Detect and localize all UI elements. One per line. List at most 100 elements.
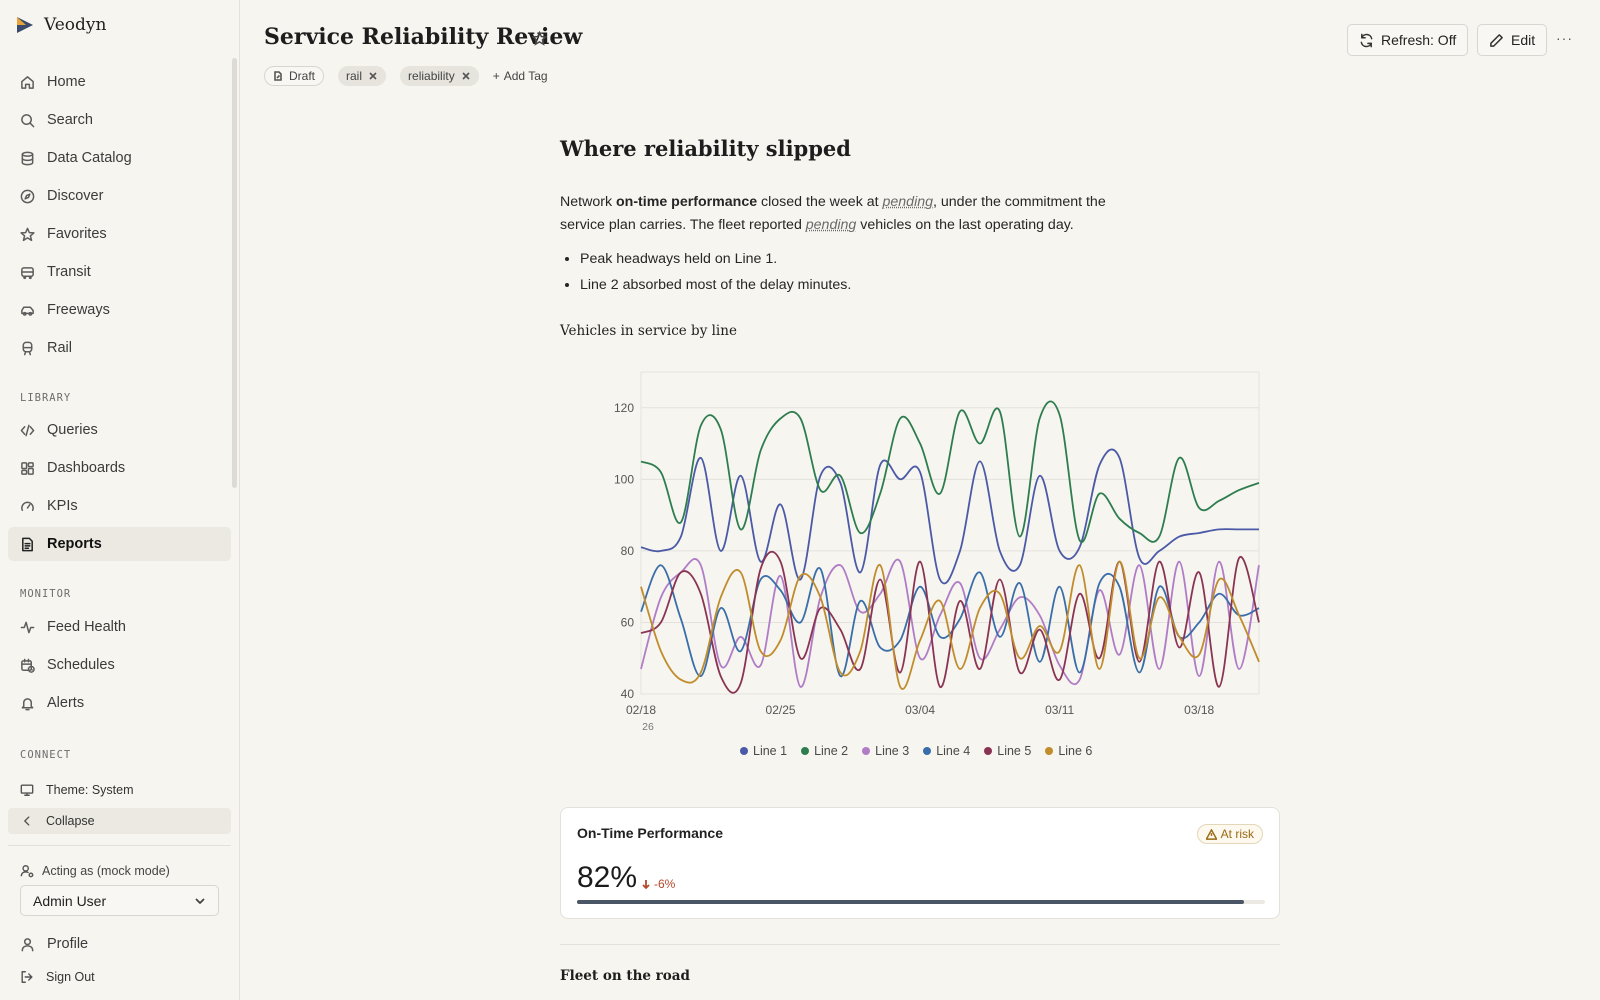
legend-item[interactable]: Line 5 — [984, 744, 1031, 758]
legend-item[interactable]: Line 6 — [1045, 744, 1092, 758]
sidebar-item-discover[interactable]: Discover — [8, 179, 231, 213]
legend-dot — [862, 747, 871, 755]
legend-dot — [801, 747, 810, 755]
sidebar-item-label: Favorites — [47, 226, 107, 242]
sidebar-item-dashboards[interactable]: Dashboards — [8, 451, 231, 485]
favorite-button[interactable] — [531, 30, 548, 46]
file-edit-icon — [274, 71, 282, 81]
train-icon — [22, 341, 33, 355]
kpi-title: On-Time Performance — [577, 825, 724, 841]
close-icon[interactable] — [461, 71, 471, 81]
legend-dot — [740, 747, 748, 755]
chart-legend: Line 1 Line 2 Line 3 Line 4 Line 5 Line 6 — [740, 744, 1092, 758]
chart-series — [640, 400, 1260, 694]
edit-button[interactable]: Edit — [1477, 24, 1548, 56]
tag-rail[interactable]: rail — [338, 66, 387, 86]
sidebar-item-profile[interactable]: Profile — [8, 927, 231, 961]
add-tag-button[interactable]: + Add Tag — [493, 69, 548, 83]
section-label-library: LIBRARY — [20, 392, 72, 404]
collapse-button[interactable]: Collapse — [8, 808, 231, 834]
y-tick-label: 80 — [621, 544, 635, 558]
grid-icon — [21, 461, 34, 475]
tag-reliability[interactable]: reliability — [400, 66, 479, 86]
kpi-progress-fill — [577, 900, 1245, 904]
sidebar-item-data-catalog[interactable]: Data Catalog — [8, 141, 231, 175]
legend-label: Line 3 — [875, 744, 910, 758]
sidebar-item-label: Search — [47, 112, 93, 128]
bullet-list: Peak headways held on Line 1. Line 2 abs… — [580, 250, 851, 302]
brand-name: Veodyn — [44, 15, 107, 35]
bell-icon — [21, 697, 34, 710]
sidebar-item-schedules[interactable]: Schedules — [8, 648, 231, 682]
close-icon[interactable] — [368, 71, 378, 81]
sidebar-item-label: Freeways — [47, 302, 110, 318]
sidebar-item-freeways[interactable]: Freeways — [8, 293, 231, 327]
gauge-icon — [21, 501, 34, 511]
sidebar-item-rail[interactable]: Rail — [8, 331, 231, 365]
brand[interactable]: Veodyn — [14, 14, 106, 36]
legend-dot — [984, 747, 993, 755]
sidebar-item-label: Dashboards — [47, 460, 126, 476]
sidebar-item-feed-health[interactable]: Feed Health — [8, 610, 231, 644]
legend-item[interactable]: Line 2 — [801, 744, 848, 758]
legend-label: Line 2 — [814, 744, 849, 758]
kpi-value: 82% — [577, 861, 638, 894]
legend-label: Line 4 — [936, 744, 971, 758]
status-badge-draft[interactable]: Draft — [264, 66, 325, 86]
status-badge-at-risk: At risk — [1196, 824, 1263, 844]
draft-label: Draft — [289, 69, 316, 83]
legend-label: Line 5 — [997, 744, 1032, 758]
sidebar-item-kpis[interactable]: KPIs — [8, 489, 231, 523]
sidebar-item-home[interactable]: Home — [8, 65, 231, 99]
user-select[interactable]: Admin User — [20, 885, 219, 916]
legend-item[interactable]: Line 3 — [862, 744, 909, 758]
para-text: , under the commitment the service plan … — [560, 194, 1106, 233]
sidebar-item-label: Rail — [47, 340, 72, 356]
refresh-button[interactable]: Refresh: Off — [1347, 24, 1469, 56]
log-out-icon — [21, 971, 33, 983]
sidebar-item-search[interactable]: Search — [8, 103, 231, 137]
car-icon — [21, 305, 34, 316]
chart-y-ticks: 40 60 80 100 120 — [614, 401, 634, 701]
sidebar-scrollbar[interactable] — [232, 58, 237, 488]
document-icon — [22, 537, 33, 551]
activity-icon — [20, 621, 35, 633]
sidebar-item-queries[interactable]: Queries — [8, 413, 231, 447]
kpi-card[interactable]: On-Time Performance At risk 82% -6% — [560, 807, 1280, 919]
pencil-icon — [1490, 33, 1503, 47]
section-label-monitor: MONITOR — [20, 588, 72, 600]
sidebar-item-alerts[interactable]: Alerts — [8, 686, 231, 720]
list-item: Peak headways held on Line 1. — [580, 250, 851, 269]
kpi-progress-bar — [577, 900, 1265, 904]
content-divider — [560, 944, 1280, 945]
refresh-label: Refresh: Off — [1381, 32, 1457, 48]
database-icon — [21, 151, 34, 165]
series-line-1 — [640, 448, 1259, 585]
legend-item[interactable]: Line 1 — [740, 744, 787, 758]
pending-value: pending — [882, 194, 934, 210]
acting-label: Acting as (mock mode) — [42, 864, 170, 878]
tag-label: reliability — [408, 69, 455, 83]
sign-out-button[interactable]: Sign Out — [8, 964, 231, 990]
sidebar-item-label: Discover — [47, 188, 104, 204]
chevron-down-icon — [195, 897, 205, 904]
section-heading-fleet: Fleet on the road — [560, 968, 690, 984]
sidebar-item-label: Reports — [47, 536, 102, 552]
sidebar-item-label: Alerts — [47, 695, 85, 711]
sidebar-item-label: KPIs — [47, 498, 78, 514]
bus-icon — [21, 266, 34, 279]
veodyn-logo-icon — [17, 17, 33, 33]
chart-x-ticks: 02/18 26 02/25 03/04 03/11 03/18 — [626, 703, 1215, 733]
vehicles-line-chart: 40 60 80 100 120 02/18 26 02/25 03/04 03/11 03/18 — [614, 371, 1260, 733]
page-title: Service Reliability Review — [264, 24, 583, 50]
more-options-button[interactable]: ··· — [1556, 30, 1573, 46]
chart-grid — [640, 371, 1260, 695]
legend-item[interactable]: Line 4 — [923, 744, 970, 758]
x-tick-label: 03/18 — [1184, 703, 1214, 717]
sidebar-item-transit[interactable]: Transit — [8, 255, 231, 289]
sidebar-item-reports[interactable]: Reports — [8, 527, 231, 561]
compass-icon — [20, 189, 35, 203]
theme-toggle[interactable]: Theme: System — [8, 777, 231, 803]
sidebar-item-favorites[interactable]: Favorites — [8, 217, 231, 251]
sign-out-label: Sign Out — [46, 970, 95, 984]
